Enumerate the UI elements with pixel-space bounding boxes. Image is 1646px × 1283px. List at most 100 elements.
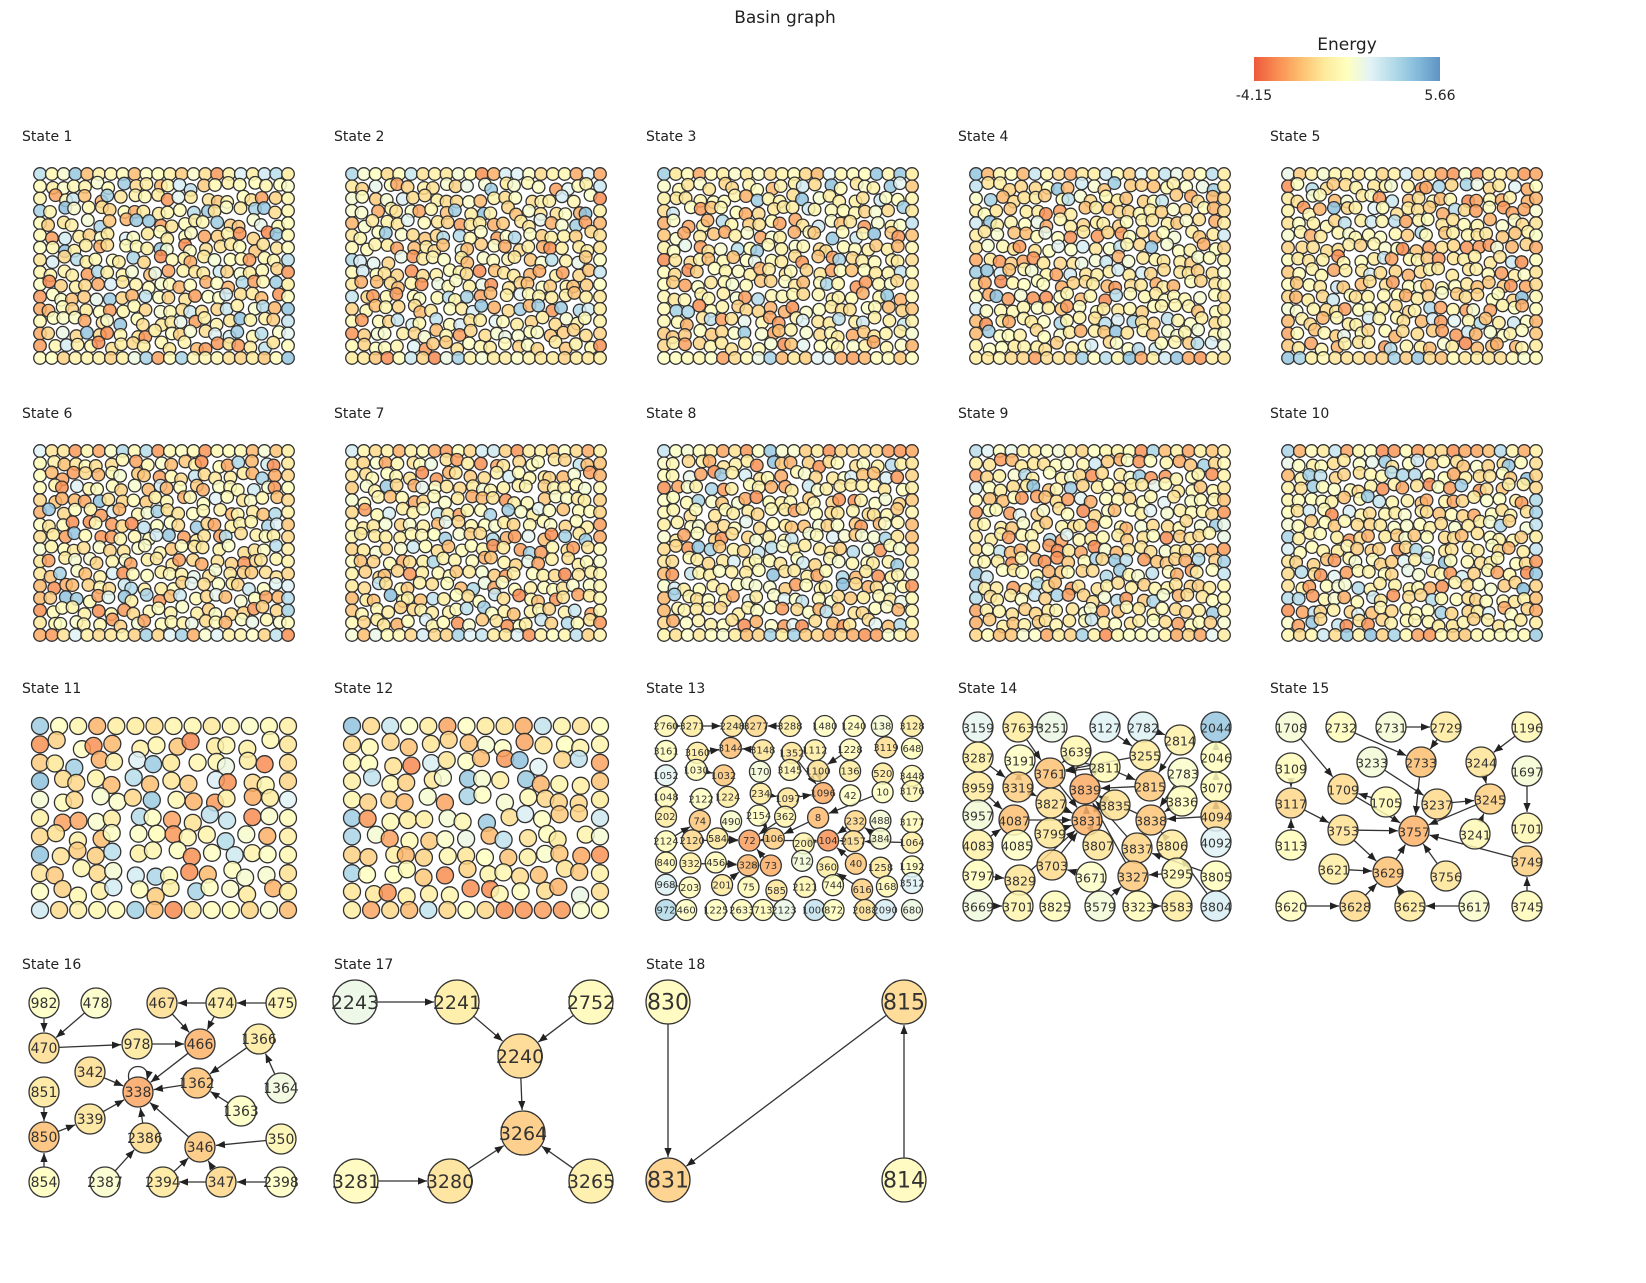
graph-node — [1077, 240, 1090, 253]
graph-node — [145, 756, 162, 773]
graph-edge — [1430, 739, 1437, 749]
graph-node — [1064, 482, 1077, 495]
graph-node — [344, 810, 361, 827]
graph-node — [727, 507, 740, 520]
graph-node — [1494, 168, 1507, 181]
graph-node — [1506, 629, 1519, 642]
graph-node — [371, 276, 384, 289]
graph-node — [1124, 302, 1137, 315]
graph-node — [767, 569, 780, 582]
graph-node — [546, 553, 559, 566]
graph-node — [835, 445, 848, 458]
figure-title: Basin graph — [734, 8, 836, 28]
graph-node — [78, 190, 91, 203]
graph-node — [57, 168, 70, 181]
graph-node — [764, 601, 777, 614]
graph-node — [403, 757, 420, 774]
graph-node — [764, 168, 777, 181]
graph-node — [114, 533, 127, 546]
graph-node — [545, 528, 558, 541]
graph-node — [1448, 315, 1461, 328]
graph-node — [149, 825, 166, 842]
graph-node — [702, 557, 715, 570]
graph-node — [1218, 290, 1231, 303]
graph-node — [1123, 492, 1136, 505]
graph-node — [57, 352, 70, 365]
graph-node — [438, 752, 455, 769]
node-label: 3836 — [1166, 795, 1198, 810]
graph-node — [990, 503, 1003, 516]
graph-node — [1218, 303, 1231, 316]
graph-node — [218, 737, 235, 754]
graph-node — [970, 506, 983, 519]
graph-node — [751, 459, 764, 472]
graph-node — [1385, 466, 1398, 479]
graph-node — [398, 774, 415, 791]
graph-node — [508, 251, 521, 264]
graph-node — [970, 494, 983, 507]
graph-node — [796, 503, 809, 516]
graph-node — [774, 231, 787, 244]
graph-node — [1037, 257, 1050, 270]
graph-node — [680, 617, 693, 630]
graph-edge — [993, 877, 1004, 878]
graph-node — [729, 352, 742, 365]
graph-node — [235, 527, 248, 540]
graph-node — [717, 287, 730, 300]
graph-edge — [542, 1146, 573, 1168]
node-label: 3959 — [962, 781, 994, 796]
graph-node — [47, 528, 60, 541]
graph-node — [1373, 312, 1386, 325]
node-label: 1366 — [241, 1032, 277, 1048]
node-label: 170 — [750, 767, 769, 778]
graph-node — [1411, 479, 1424, 492]
graph-node — [160, 482, 173, 495]
graph-node — [90, 293, 103, 306]
graph-node — [246, 352, 259, 365]
graph-node: 616 — [852, 879, 873, 900]
node-label: 3160 — [685, 748, 710, 759]
graph-node — [979, 276, 992, 289]
graph-node — [359, 566, 372, 579]
graph-node: 138 — [871, 716, 892, 737]
graph-node — [545, 291, 558, 304]
graph-node — [1349, 201, 1362, 214]
graph-node — [1493, 493, 1506, 506]
graph-node — [1471, 629, 1484, 642]
graph-node: 3288 — [777, 716, 802, 737]
graph-edge — [1167, 817, 1201, 819]
graph-node — [1167, 203, 1180, 216]
graph-node — [1495, 267, 1508, 280]
node-label: 3245 — [1474, 793, 1506, 808]
graph-node — [1471, 178, 1484, 191]
graph-node — [239, 886, 256, 903]
graph-node: 2124 — [653, 831, 678, 852]
graph-node — [1218, 580, 1231, 593]
graph-node — [461, 504, 474, 517]
graph-node — [1135, 179, 1148, 192]
graph-node — [392, 301, 405, 314]
node-label: 584 — [708, 834, 727, 845]
graph-node — [592, 736, 609, 753]
graph-node: 680 — [902, 900, 923, 921]
graph-node — [1518, 445, 1531, 458]
graph-node — [461, 291, 474, 304]
state-panel: State 12 — [334, 681, 609, 919]
graph-node — [214, 504, 227, 517]
graph-node — [1157, 226, 1170, 239]
graph-node — [104, 843, 121, 860]
graph-node — [174, 204, 187, 217]
node-label: 3264 — [499, 1123, 547, 1145]
graph-node — [1088, 445, 1101, 458]
graph-node — [845, 264, 858, 277]
graph-node — [1455, 479, 1468, 492]
graph-node — [1090, 243, 1103, 256]
node-label: 982 — [31, 996, 58, 1012]
graph-node — [1282, 604, 1295, 617]
graph-node — [199, 168, 212, 181]
graph-node — [570, 805, 587, 822]
graph-node — [693, 352, 706, 365]
edges — [44, 1003, 275, 1182]
graph-node: 2090 — [872, 900, 897, 921]
graph-node — [461, 180, 474, 193]
